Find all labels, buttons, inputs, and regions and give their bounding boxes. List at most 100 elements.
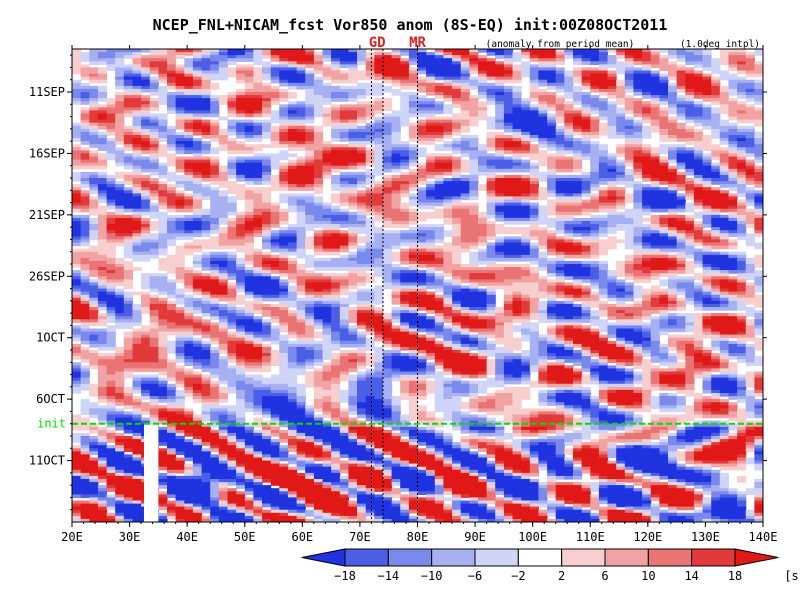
field-cell <box>434 110 444 115</box>
field-cell <box>184 122 194 127</box>
field-cell <box>270 178 280 182</box>
field-cell <box>115 230 125 234</box>
field-cell <box>374 184 384 188</box>
field-cell <box>141 113 151 118</box>
field-cell <box>702 254 712 259</box>
field-cell <box>296 159 306 164</box>
field-cell <box>305 98 315 102</box>
field-cell <box>737 221 747 225</box>
field-cell <box>348 221 358 225</box>
field-cell <box>607 79 617 84</box>
field-cell <box>175 92 185 96</box>
field-cell <box>737 55 747 59</box>
field-cell <box>391 202 401 207</box>
field-cell <box>141 236 151 241</box>
field-cell <box>555 110 565 115</box>
field-cell <box>754 257 763 262</box>
field-cell <box>115 67 125 72</box>
field-cell <box>555 70 565 75</box>
field-cell <box>227 104 237 108</box>
field-cell <box>279 70 289 75</box>
field-cell <box>676 58 686 62</box>
field-cell <box>642 193 652 198</box>
field-cell <box>218 98 228 102</box>
field-cell <box>391 217 401 222</box>
field-cell <box>184 208 194 213</box>
field-cell <box>737 107 747 112</box>
field-cell <box>365 104 375 108</box>
field-cell <box>452 104 462 108</box>
field-cell <box>339 76 349 81</box>
field-cell <box>123 135 133 139</box>
field-cell <box>478 187 488 191</box>
field-cell <box>460 128 470 133</box>
field-cell <box>521 193 531 198</box>
field-cell <box>132 131 142 136</box>
field-cell <box>106 131 116 136</box>
field-cell <box>72 251 82 256</box>
field-cell <box>607 110 617 115</box>
field-cell <box>305 181 315 185</box>
field-cell <box>210 202 220 207</box>
field-cell <box>547 116 557 121</box>
field-cell <box>408 260 419 265</box>
field-cell <box>158 88 168 93</box>
field-cell <box>123 55 133 59</box>
field-cell <box>279 128 289 133</box>
field-cell <box>642 101 652 105</box>
field-cell <box>590 82 600 87</box>
field-cell <box>676 104 686 108</box>
field-cell <box>115 110 125 115</box>
field-cell <box>486 58 496 62</box>
field-cell <box>573 217 583 222</box>
field-cell <box>711 254 721 259</box>
field-cell <box>555 88 565 93</box>
field-cell <box>486 76 496 81</box>
field-cell <box>123 190 133 194</box>
field-cell <box>702 64 712 69</box>
field-cell <box>218 214 228 219</box>
field-cell <box>693 193 704 198</box>
field-cell <box>106 101 116 105</box>
field-cell <box>141 64 151 69</box>
field-cell <box>607 162 617 167</box>
field-cell <box>452 248 462 253</box>
field-cell <box>503 248 514 253</box>
field-cell <box>348 76 358 81</box>
field-cell <box>434 156 444 161</box>
field-cell <box>262 104 272 108</box>
field-cell <box>581 92 591 96</box>
field-cell <box>650 257 660 262</box>
field-cell <box>685 153 695 158</box>
field-cell <box>287 49 298 53</box>
field-cell <box>236 248 246 253</box>
field-cell <box>339 70 349 75</box>
field-cell <box>262 260 272 265</box>
field-cell <box>322 82 332 87</box>
field-cell <box>218 260 228 265</box>
field-cell <box>564 125 574 130</box>
field-cell <box>573 221 583 225</box>
field-cell <box>357 251 367 256</box>
field-cell <box>72 150 82 155</box>
field-cell <box>279 162 289 167</box>
field-cell <box>469 150 479 155</box>
field-cell <box>400 144 410 148</box>
field-cell <box>262 257 272 262</box>
field-cell <box>693 55 704 59</box>
field-cell <box>711 264 721 268</box>
field-cell <box>244 119 254 124</box>
field-cell <box>443 82 453 87</box>
field-cell <box>460 187 470 191</box>
field-cell <box>97 230 108 234</box>
field-cell <box>296 125 306 130</box>
field-cell <box>236 144 246 148</box>
field-cell <box>158 242 168 247</box>
field-cell <box>728 208 738 213</box>
field-cell <box>270 138 280 142</box>
field-cell <box>434 165 444 170</box>
field-cell <box>236 267 246 271</box>
field-cell <box>452 190 462 194</box>
field-cell <box>650 98 660 102</box>
field-cell <box>607 208 617 213</box>
